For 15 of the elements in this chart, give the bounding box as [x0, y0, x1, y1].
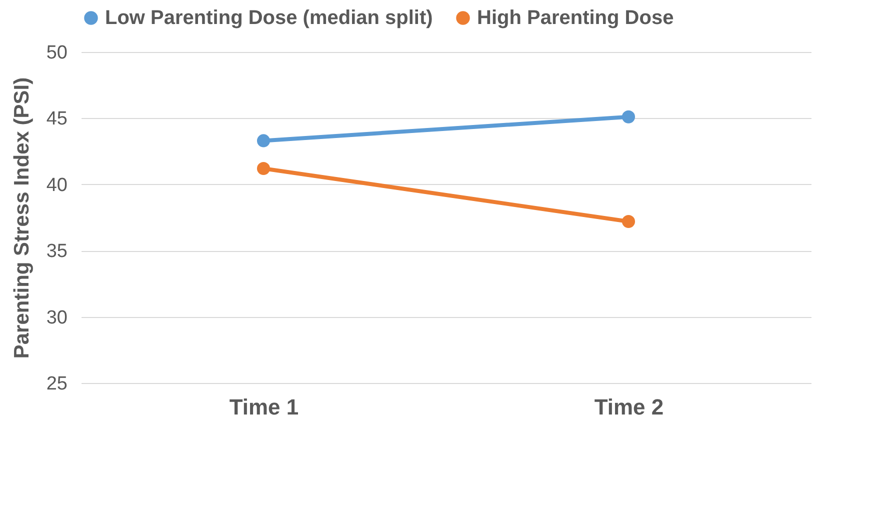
y-tick-label: 30: [46, 307, 68, 328]
y-tick-label: 40: [46, 174, 68, 196]
x-tick-label: Time 1: [229, 394, 299, 420]
legend-label: Low Parenting Dose (median split): [105, 7, 433, 29]
point: [256, 134, 270, 148]
point: [622, 214, 636, 228]
y-tick-label: 45: [46, 108, 68, 130]
y-axis-title: Parenting Stress Index (PSI): [10, 77, 34, 359]
y-tick-label: 50: [46, 42, 68, 64]
legend-label: High Parenting Dose: [477, 7, 674, 29]
point: [622, 110, 636, 124]
y-tick-label: 25: [46, 374, 68, 394]
point: [256, 162, 270, 176]
x-tick-label: Time 2: [594, 394, 664, 420]
y-tick-label: 35: [46, 241, 68, 262]
